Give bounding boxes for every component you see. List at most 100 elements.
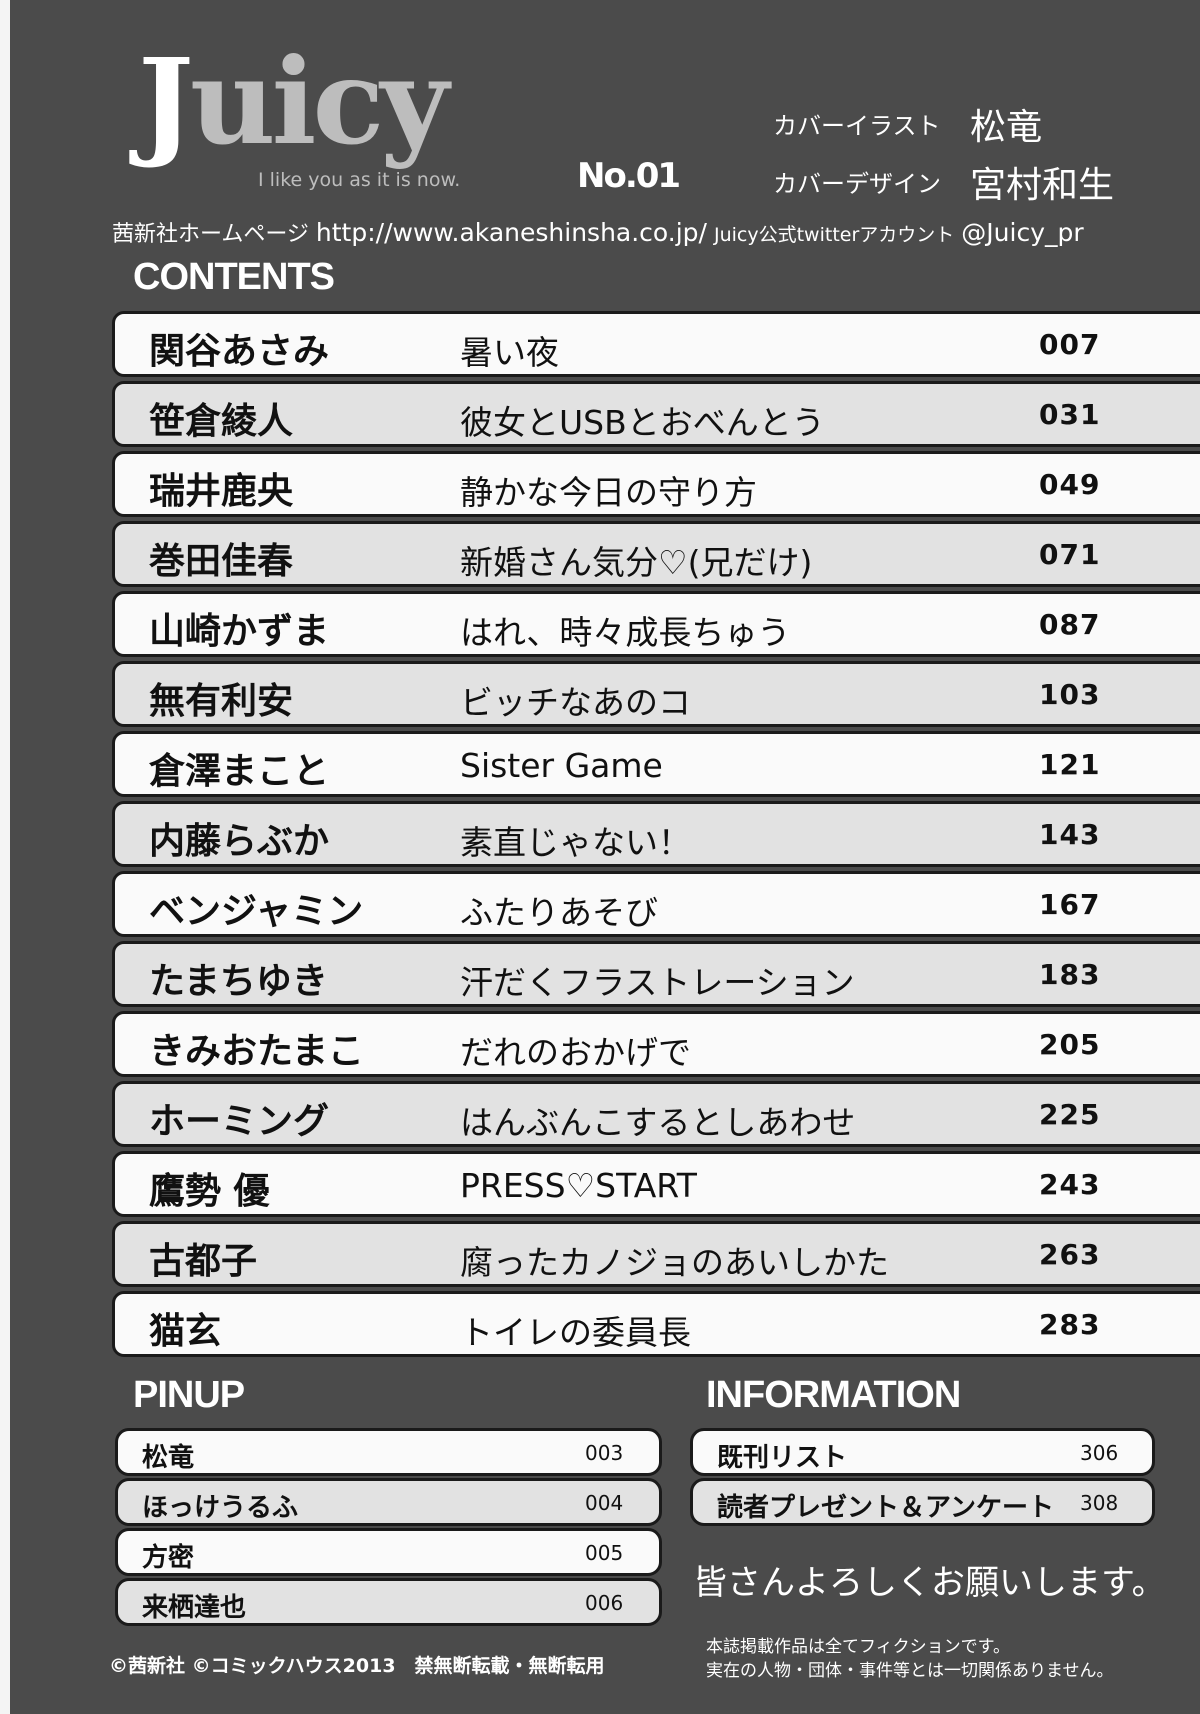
story-title: はれ、時々成長ちゅう [460, 613, 791, 652]
story-title: ビッチなあのコ [460, 683, 691, 722]
story-title: はんぶんこするとしあわせ [460, 1103, 856, 1142]
juicy-logo: Juicy [138, 42, 449, 162]
page-number: 263 [1039, 1238, 1101, 1271]
tagline: I like you as it is now. [258, 169, 461, 191]
author-name: ホーミング [149, 1101, 330, 1142]
page-number: 308 [1080, 1491, 1119, 1515]
page-number: 306 [1080, 1441, 1119, 1465]
author-name: 巻田佳春 [149, 541, 294, 582]
page-number: 183 [1039, 958, 1101, 991]
disclaimer-line-1: 本誌掲載作品は全てフィクションです。 [706, 1637, 1010, 1657]
pinup-item[interactable]: ほっけうるふ 004 [115, 1478, 662, 1526]
story-title: トイレの委員長 [460, 1313, 691, 1352]
information-item[interactable]: 読者プレゼント＆アンケート 308 [690, 1478, 1155, 1526]
page-number: 071 [1039, 538, 1101, 571]
page-number: 121 [1039, 748, 1101, 781]
page-number: 225 [1039, 1098, 1101, 1131]
contents-row[interactable]: 瑞井鹿央 静かな今日の守り方 049 [112, 451, 1200, 517]
pinup-item[interactable]: 松竜 003 [115, 1428, 662, 1476]
author-name: 内藤らぶか [149, 821, 330, 862]
logo-letters: uicy [189, 32, 449, 171]
contents-row[interactable]: 無有利安 ビッチなあのコ 103 [112, 661, 1200, 727]
information-item[interactable]: 既刊リスト 306 [690, 1428, 1155, 1476]
page-number: 283 [1039, 1308, 1101, 1341]
story-title: 汗だくフラストレーション [460, 963, 855, 1002]
item-name: 方密 [142, 1543, 195, 1573]
contents-row[interactable]: ホーミング はんぶんこするとしあわせ 225 [112, 1081, 1200, 1147]
contents-row[interactable]: 猫玄 トイレの委員長 283 [112, 1291, 1200, 1357]
item-name: ほっけうるふ [142, 1493, 299, 1523]
story-title: 彼女とUSBとおべんとう [460, 403, 825, 442]
author-name: 倉澤まこと [149, 751, 330, 792]
author-name: 山崎かずま [149, 611, 330, 652]
contents-row[interactable]: たまちゆき 汗だくフラストレーション 183 [112, 941, 1200, 1007]
contents-row[interactable]: 山崎かずま はれ、時々成長ちゅう 087 [112, 591, 1200, 657]
story-title: ふたりあそび [460, 893, 658, 932]
item-name: 来栖達也 [142, 1593, 247, 1623]
pinup-item[interactable]: 来栖達也 006 [115, 1578, 662, 1626]
contents-heading: CONTENTS [133, 256, 335, 298]
page-number: 004 [585, 1491, 624, 1515]
contents-row[interactable]: きみおたまこ だれのおかげで 205 [112, 1011, 1200, 1077]
story-title: 暑い夜 [460, 333, 559, 372]
greeting: 皆さんよろしくお願いします。 [693, 1563, 1166, 1603]
homepage-label: 茜新社ホームページ [112, 222, 309, 247]
pinup-item[interactable]: 方密 005 [115, 1528, 662, 1576]
disclaimer-line-2: 実在の人物・団体・事件等とは一切関係ありません。 [706, 1661, 1114, 1681]
story-title: 静かな今日の守り方 [460, 473, 757, 512]
author-name: きみおたまこ [149, 1031, 364, 1072]
author-name: 古都子 [149, 1241, 258, 1282]
page-number: 003 [585, 1441, 624, 1465]
twitter-label: Juicy公式twitterアカウント [713, 224, 955, 246]
contents-row[interactable]: 笹倉綾人 彼女とUSBとおべんとう 031 [112, 381, 1200, 447]
page-number: 005 [585, 1541, 624, 1565]
page-number: 205 [1039, 1028, 1101, 1061]
contents-row[interactable]: 倉澤まこと Sister Game 121 [112, 731, 1200, 797]
item-name: 既刊リスト [717, 1443, 848, 1473]
issue-number: No.01 [577, 156, 681, 196]
cover-illust-label: カバーイラスト [773, 112, 941, 140]
page-number: 143 [1039, 818, 1101, 851]
page-number: 049 [1039, 468, 1101, 501]
cover-design-name: 宮村和生 [970, 165, 1115, 206]
pinup-heading: PINUP [133, 1374, 245, 1416]
contents-row[interactable]: 巻田佳春 新婚さん気分♡(兄だけ) 071 [112, 521, 1200, 587]
page-number: 006 [585, 1591, 624, 1615]
contents-row[interactable]: 鷹勢 優 PRESS♡START 243 [112, 1151, 1200, 1217]
author-name: 猫玄 [149, 1311, 222, 1352]
author-name: たまちゆき [149, 961, 328, 1002]
page-number: 007 [1039, 328, 1101, 361]
homepage-url[interactable]: http://www.akaneshinsha.co.jp/ [315, 218, 707, 247]
story-title: 新婚さん気分♡(兄だけ) [460, 543, 813, 582]
contents-row[interactable]: ベンジャミン ふたりあそび 167 [112, 871, 1200, 937]
author-name: ベンジャミン [149, 891, 364, 932]
page-number: 243 [1039, 1168, 1101, 1201]
page-edge [0, 0, 10, 1714]
copyright: ©茜新社 ©コミックハウス2013 禁無断転載・無断転用 [109, 1655, 605, 1677]
author-name: 鷹勢 優 [149, 1171, 270, 1212]
contents-row[interactable]: 古都子 腐ったカノジョのあいしかた 263 [112, 1221, 1200, 1287]
links-line: 茜新社ホームページ http://www.akaneshinsha.co.jp/… [112, 216, 1084, 248]
cover-illust-name: 松竜 [970, 107, 1043, 148]
item-name: 読者プレゼント＆アンケート [717, 1493, 1054, 1523]
page-number: 103 [1039, 678, 1101, 711]
contents-row[interactable]: 内藤らぶか 素直じゃない！ 143 [112, 801, 1200, 867]
cover-design-label: カバーデザイン [773, 170, 941, 198]
page-number: 087 [1039, 608, 1101, 641]
twitter-handle[interactable]: @Juicy_pr [961, 218, 1084, 247]
author-name: 無有利安 [149, 681, 294, 722]
logo-letter-j: J [138, 32, 194, 171]
story-title: だれのおかげで [460, 1033, 691, 1072]
story-title: 腐ったカノジョのあいしかた [460, 1243, 889, 1282]
contents-row[interactable]: 関谷あさみ 暑い夜 007 [112, 311, 1200, 377]
story-title: Sister Game [460, 746, 663, 785]
page-number: 167 [1039, 888, 1101, 921]
author-name: 瑞井鹿央 [149, 471, 294, 512]
information-heading: INFORMATION [706, 1374, 961, 1416]
story-title: 素直じゃない！ [460, 823, 691, 862]
item-name: 松竜 [142, 1443, 195, 1473]
story-title: PRESS♡START [460, 1166, 697, 1205]
page-number: 031 [1039, 398, 1101, 431]
author-name: 関谷あさみ [149, 331, 330, 372]
author-name: 笹倉綾人 [149, 401, 294, 442]
